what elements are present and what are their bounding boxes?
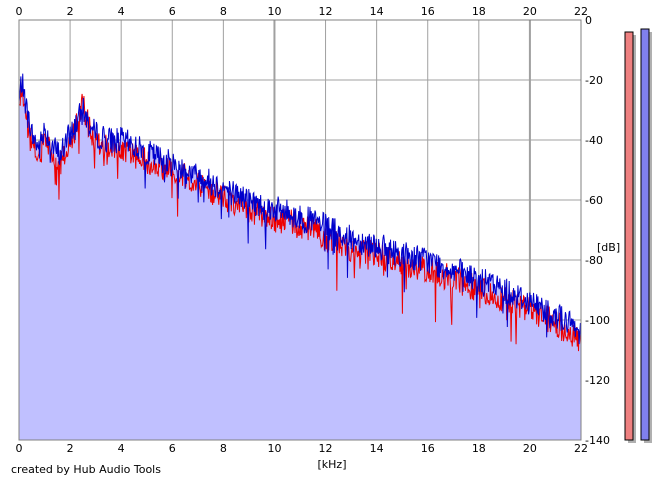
y-tick-label: -120 <box>585 374 610 387</box>
y-tick-label: -60 <box>585 194 603 207</box>
x-tick-label-bottom: 0 <box>16 442 23 455</box>
x-tick-label-top: 0 <box>16 5 23 18</box>
x-tick-label-top: 20 <box>523 5 537 18</box>
level-meter-bar <box>624 31 634 441</box>
x-tick-label-bottom: 14 <box>370 442 384 455</box>
x-tick-label-top: 4 <box>118 5 125 18</box>
x-tick-label-top: 18 <box>472 5 486 18</box>
plot-frame <box>18 19 582 441</box>
x-axis-bottom-ticks: 0 2 4 6 8 10 12 14 16 18 20 22 <box>16 442 589 455</box>
y-axis-title: [dB] <box>597 241 620 254</box>
x-tick-label-bottom: 2 <box>67 442 74 455</box>
x-tick-label-top: 22 <box>574 5 588 18</box>
x-tick-label-bottom: 10 <box>267 442 281 455</box>
x-tick-label-bottom: 12 <box>319 442 333 455</box>
x-tick-label-bottom: 4 <box>118 442 125 455</box>
y-tick-label: -140 <box>585 434 610 447</box>
y-tick-label: -80 <box>585 254 603 267</box>
x-tick-label-top: 16 <box>421 5 435 18</box>
x-axis-top-ticks: 0 2 4 6 8 10 12 14 16 18 20 22 <box>16 5 589 18</box>
x-tick-label-top: 6 <box>169 5 176 18</box>
x-tick-label-top: 10 <box>267 5 281 18</box>
credit-text: created by Hub Audio Tools <box>11 463 161 476</box>
x-tick-label-top: 2 <box>67 5 74 18</box>
y-tick-label: -100 <box>585 314 610 327</box>
x-axis-title: [kHz] <box>318 458 347 471</box>
x-tick-label-top: 12 <box>319 5 333 18</box>
x-tick-label-top: 8 <box>220 5 227 18</box>
y-tick-label: -40 <box>585 134 603 147</box>
level-meters <box>624 28 652 443</box>
x-tick-label-bottom: 8 <box>220 442 227 455</box>
x-tick-label-bottom: 16 <box>421 442 435 455</box>
y-axis-ticks: 0 -20 -40 -60 -80 -100 -120 -140 <box>585 14 610 447</box>
x-tick-label-top: 14 <box>370 5 384 18</box>
series-blue-line <box>18 73 582 345</box>
x-tick-label-bottom: 22 <box>574 442 588 455</box>
y-tick-label: -20 <box>585 74 603 87</box>
level-meter-bar <box>640 28 650 441</box>
y-tick-label: 0 <box>585 14 592 27</box>
x-tick-label-bottom: 6 <box>169 442 176 455</box>
x-tick-label-bottom: 20 <box>523 442 537 455</box>
x-tick-label-bottom: 18 <box>472 442 486 455</box>
